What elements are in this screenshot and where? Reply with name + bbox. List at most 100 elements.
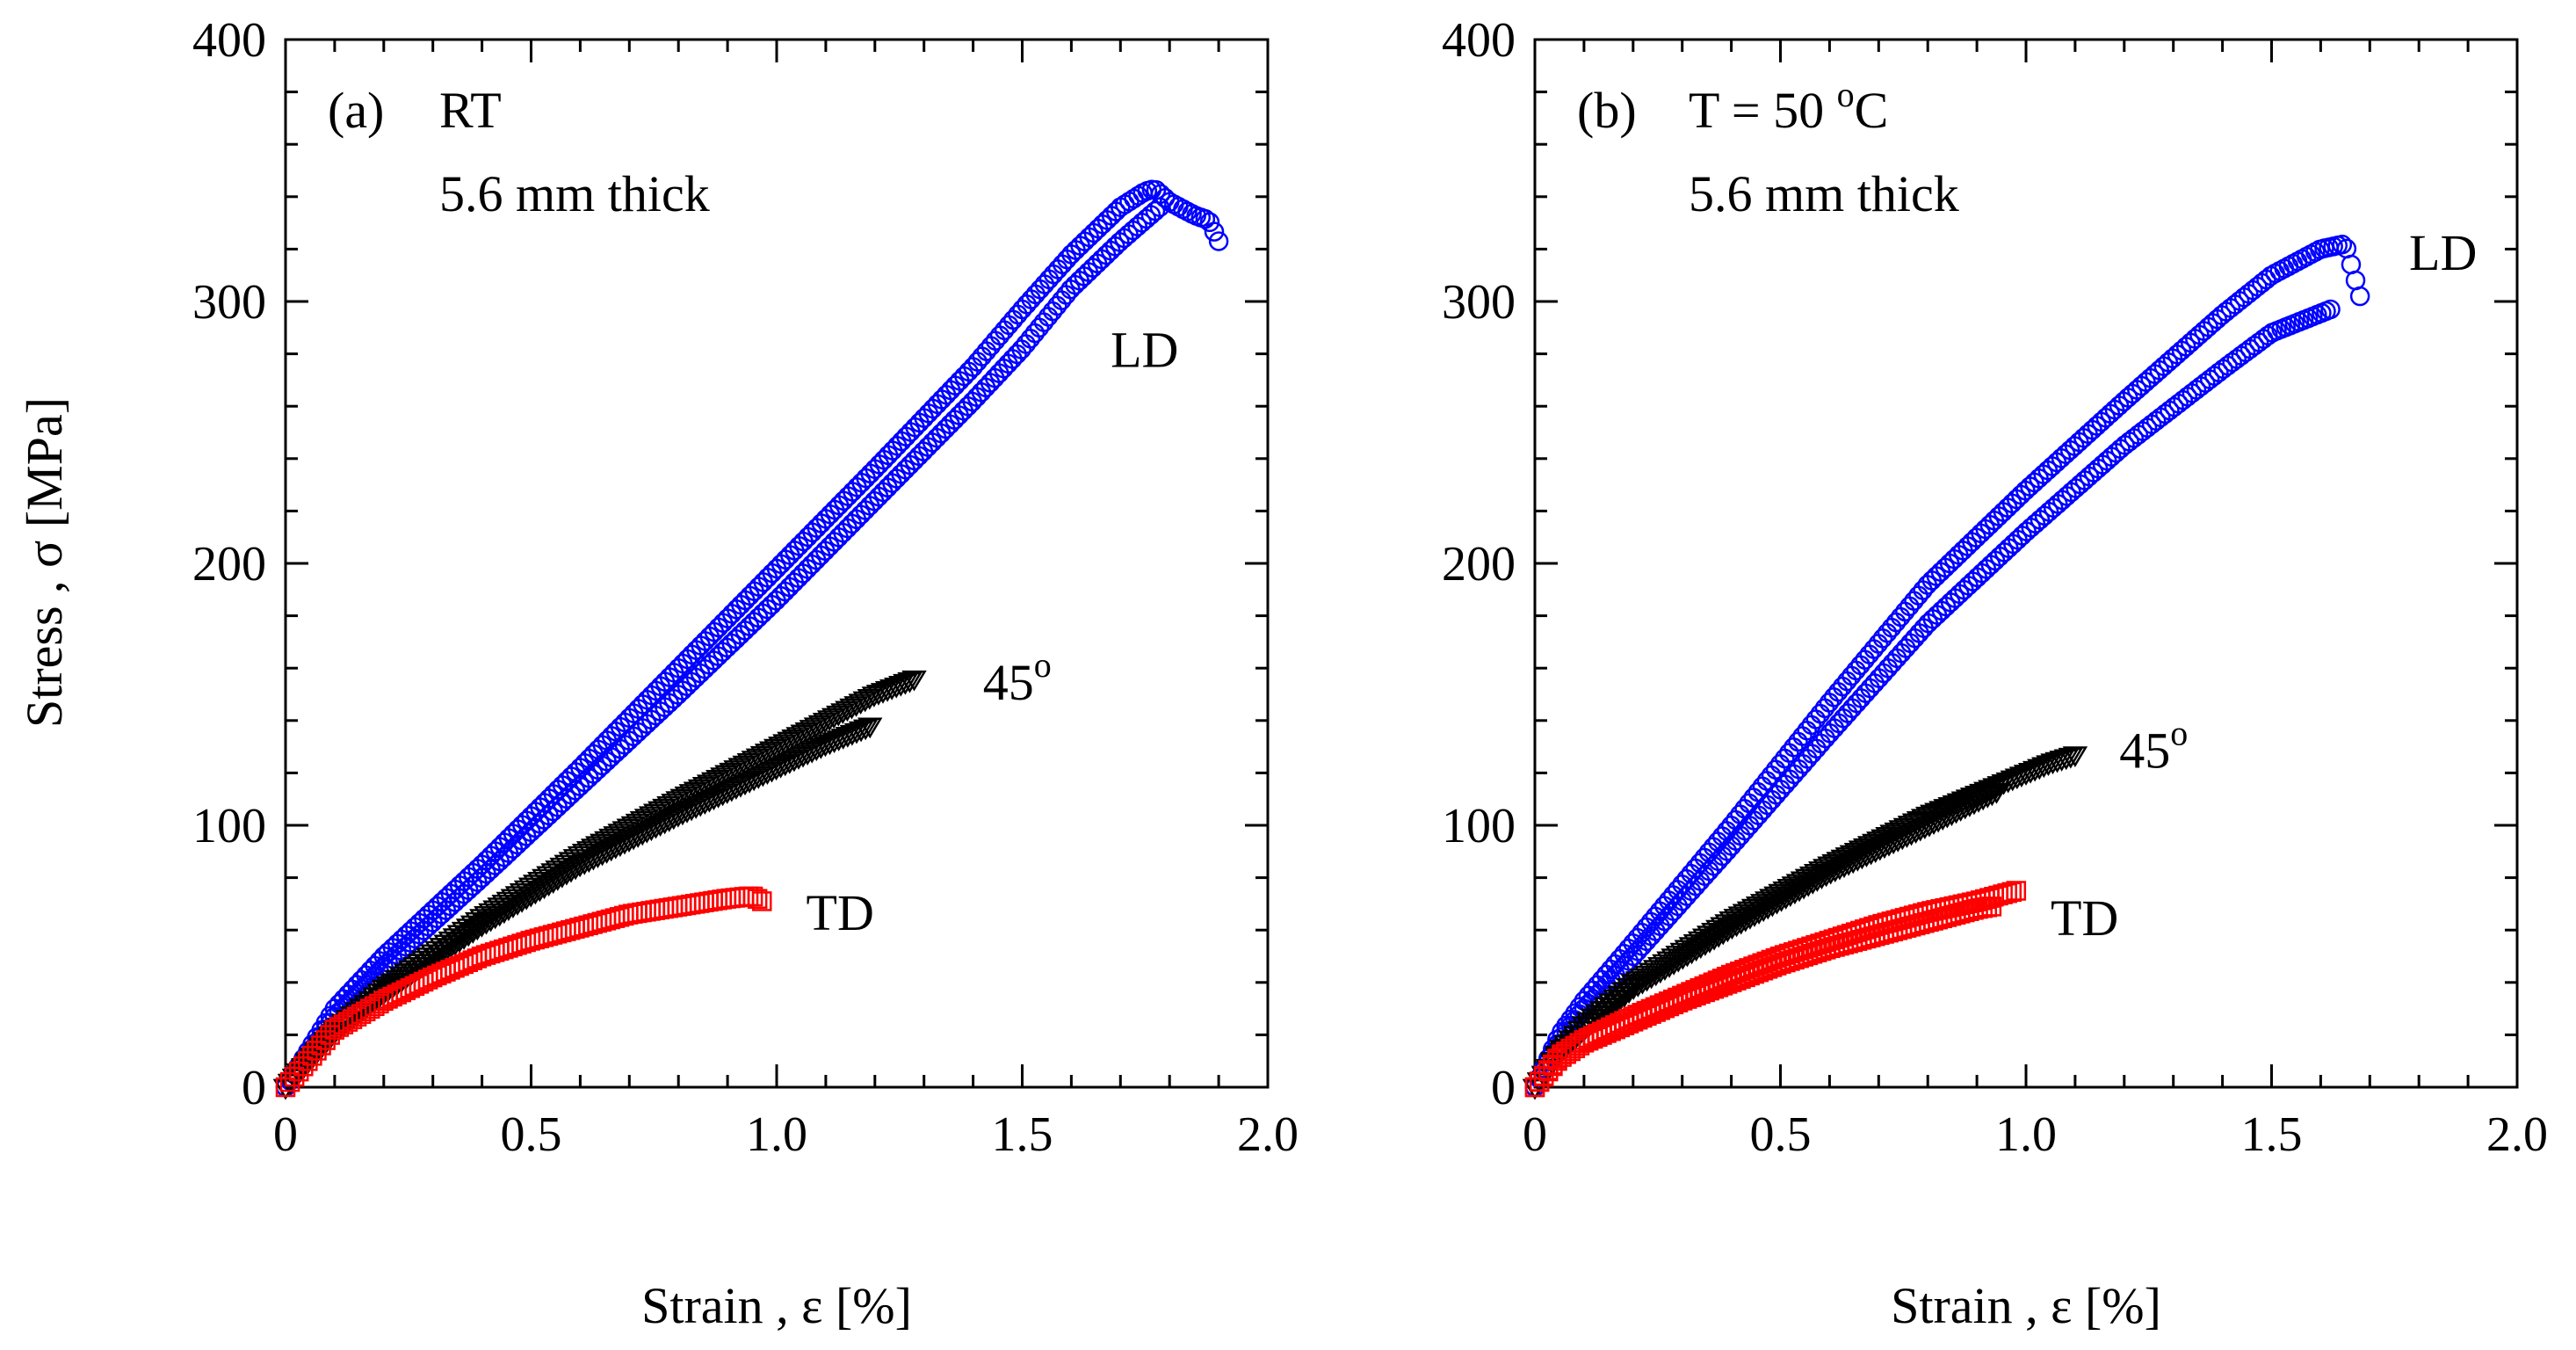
data-point bbox=[1711, 924, 1736, 946]
data-point bbox=[491, 903, 517, 925]
y-tick-label: 0 bbox=[242, 1061, 266, 1115]
data-point bbox=[1199, 212, 1220, 233]
data-point bbox=[1145, 200, 1166, 221]
series-45-3 bbox=[1522, 783, 2009, 1100]
y-tick-label: 100 bbox=[192, 799, 266, 853]
data-point bbox=[1705, 926, 1732, 948]
data-point bbox=[1204, 221, 1225, 242]
data-point bbox=[1797, 720, 1817, 741]
data-point bbox=[487, 905, 512, 927]
x-tick-label: 2.0 bbox=[2486, 1107, 2548, 1162]
data-point bbox=[1661, 954, 1687, 976]
data-point bbox=[1859, 644, 1879, 664]
data-point bbox=[1737, 909, 1763, 930]
data-point bbox=[1881, 617, 1902, 638]
data-point bbox=[1719, 911, 1744, 933]
data-point bbox=[438, 938, 464, 960]
data-point bbox=[433, 941, 459, 962]
data-point bbox=[1750, 901, 1776, 923]
data-point bbox=[1208, 231, 1229, 251]
data-point bbox=[1714, 914, 1740, 935]
data-point bbox=[504, 895, 531, 916]
data-point bbox=[1675, 946, 1700, 968]
data-point bbox=[1805, 871, 1830, 892]
data-point bbox=[1630, 973, 1655, 995]
data-point bbox=[1715, 921, 1740, 943]
series-annotation-LD: LD bbox=[2409, 224, 2477, 281]
data-point bbox=[1666, 951, 1691, 973]
data-point bbox=[2332, 234, 2353, 255]
data-point bbox=[442, 935, 468, 956]
data-point bbox=[1736, 901, 1762, 923]
data-point bbox=[857, 717, 883, 739]
data-point bbox=[976, 341, 997, 361]
data-point bbox=[523, 883, 548, 905]
data-point bbox=[1029, 317, 1050, 338]
data-point bbox=[999, 315, 1019, 336]
data-point bbox=[2320, 299, 2341, 320]
data-point bbox=[1769, 891, 1794, 912]
data-point bbox=[1833, 676, 1853, 697]
data-point bbox=[558, 861, 584, 883]
data-point bbox=[901, 670, 927, 692]
x-axis-label: Strain , ε [%] bbox=[641, 1277, 912, 1334]
data-point bbox=[536, 875, 561, 897]
data-point bbox=[1773, 889, 1798, 910]
data-point bbox=[1719, 918, 1745, 940]
data-point bbox=[1801, 715, 1821, 736]
data-point bbox=[1003, 309, 1024, 330]
data-point bbox=[1688, 938, 1713, 960]
y-tick-label: 200 bbox=[192, 537, 266, 592]
data-point bbox=[1777, 886, 1803, 908]
data-point bbox=[1800, 874, 1826, 895]
data-point bbox=[496, 900, 522, 922]
data-point bbox=[1863, 639, 1885, 659]
data-point bbox=[1038, 307, 1059, 327]
series-annotation-TD: TD bbox=[2051, 889, 2118, 947]
x-tick-label: 1.0 bbox=[1995, 1107, 2057, 1162]
data-point bbox=[469, 917, 495, 938]
data-point bbox=[474, 913, 499, 935]
series-LD-1 bbox=[1524, 299, 2341, 1098]
x-tick-label: 1.5 bbox=[2241, 1107, 2303, 1162]
x-tick-label: 0.5 bbox=[501, 1107, 562, 1162]
data-point bbox=[1607, 991, 1633, 1012]
data-point bbox=[1805, 709, 1827, 729]
data-point bbox=[1692, 935, 1719, 956]
data-point bbox=[1979, 785, 2005, 807]
data-point bbox=[1634, 970, 1660, 992]
data-point bbox=[1670, 948, 1696, 970]
series-TD-4 bbox=[275, 886, 772, 1098]
data-point bbox=[1679, 943, 1704, 965]
series-annotation-TD: TD bbox=[807, 884, 874, 941]
data-point bbox=[972, 346, 993, 367]
data-point bbox=[1755, 898, 1781, 920]
data-point bbox=[465, 919, 490, 941]
data-point bbox=[1846, 660, 1866, 681]
x-tick-label: 2.0 bbox=[1237, 1107, 1299, 1162]
y-tick-label: 300 bbox=[192, 275, 266, 330]
data-point bbox=[1733, 911, 1758, 933]
data-point bbox=[1728, 913, 1754, 935]
series-annotation-45: 45o bbox=[2119, 713, 2188, 779]
series-TD-5 bbox=[1524, 896, 2002, 1098]
data-point bbox=[1877, 622, 1898, 643]
data-point bbox=[1724, 916, 1749, 938]
data-point bbox=[989, 325, 1010, 345]
x-tick-label: 0 bbox=[273, 1107, 298, 1162]
data-point bbox=[1809, 868, 1834, 890]
data-point bbox=[1033, 312, 1054, 332]
data-point bbox=[1786, 881, 1813, 903]
data-point bbox=[1710, 917, 1735, 939]
data-point bbox=[1047, 295, 1067, 316]
data-point bbox=[1908, 585, 1928, 606]
data-point bbox=[1984, 783, 2009, 804]
chart-panel-b: 0 0.5 1.0 1.5 2.0 0 100 200 300 400 Strain , ε [%]… bbox=[1442, 13, 2548, 1334]
y-tick-label: 300 bbox=[1442, 275, 1516, 330]
data-point bbox=[1842, 665, 1862, 686]
data-point bbox=[1727, 906, 1753, 928]
data-point bbox=[451, 929, 477, 950]
data-point bbox=[527, 881, 553, 903]
data-point bbox=[980, 336, 1002, 356]
